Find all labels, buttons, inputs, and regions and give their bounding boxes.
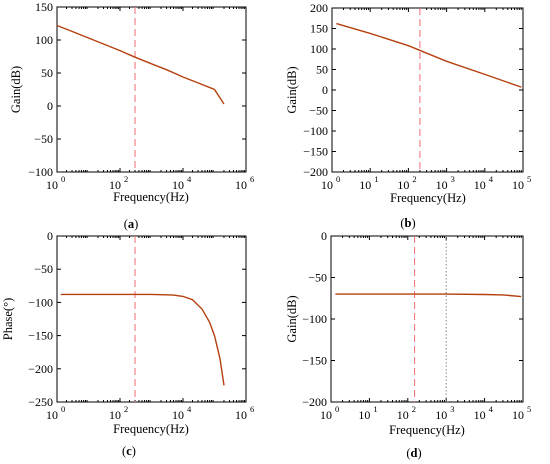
x-tick-exponent: 4	[489, 404, 494, 414]
y-tick-label: −250	[28, 395, 53, 409]
x-tick-exponent: 1	[374, 174, 378, 184]
y-tick-label: −150	[28, 329, 53, 343]
x-tick-exponent: 2	[124, 404, 128, 414]
y-tick-label: 0	[47, 229, 53, 243]
x-tick-label: 10	[436, 178, 448, 192]
x-tick-label: 10	[172, 408, 184, 422]
y-tick-label: 100	[310, 42, 328, 56]
x-tick-exponent: 0	[61, 174, 65, 184]
x-tick-label: 10	[109, 408, 121, 422]
subfigure-caption: (a)	[124, 217, 139, 231]
subfigure-caption: (b)	[400, 216, 415, 230]
x-tick-label: 10	[358, 408, 370, 422]
y-tick-label: 150	[310, 22, 328, 36]
plot-frame	[56, 6, 247, 173]
x-tick-exponent: 0	[61, 404, 65, 414]
y-tick-label: −150	[302, 354, 327, 368]
y-tick-label: −200	[303, 165, 328, 179]
x-tick-exponent: 1	[373, 404, 377, 414]
x-tick-exponent: 6	[250, 174, 254, 184]
x-tick-exponent: 6	[250, 404, 254, 414]
x-tick-exponent: 0	[336, 174, 340, 184]
x-tick-label: 10	[512, 178, 524, 192]
y-tick-label: 50	[316, 63, 328, 77]
y-tick-label: 150	[35, 0, 53, 14]
x-tick-label: 10	[320, 408, 332, 422]
y-axis-label: Gain(dB)	[9, 66, 23, 113]
x-tick-exponent: 3	[450, 404, 454, 414]
y-tick-label: 0	[321, 229, 327, 243]
plot-frame	[56, 235, 247, 403]
x-tick-label: 10	[474, 178, 486, 192]
y-tick-label: 100	[35, 33, 53, 47]
x-tick-label: 10	[235, 408, 247, 422]
series-line	[60, 293, 225, 386]
subfigure-caption: (d)	[406, 446, 421, 460]
x-tick-exponent: 3	[451, 174, 455, 184]
y-tick-label: −200	[28, 362, 53, 376]
y-tick-label: −50	[308, 271, 327, 285]
subfigure-caption: (c)	[122, 444, 136, 458]
y-tick-label: −150	[303, 145, 328, 159]
y-tick-label: −100	[28, 165, 53, 179]
x-tick-exponent: 2	[124, 174, 128, 184]
x-tick-label: 10	[397, 408, 409, 422]
y-tick-label: −100	[28, 295, 53, 309]
y-axis-label: Gain(dB)	[285, 295, 299, 342]
y-tick-label: −50	[34, 262, 53, 276]
x-tick-exponent: 5	[527, 404, 531, 414]
x-tick-label: 10	[46, 408, 58, 422]
x-tick-exponent: 4	[187, 174, 192, 184]
y-axis-label: Phase(°)	[1, 298, 15, 341]
y-tick-label: 200	[310, 1, 328, 15]
x-tick-label: 10	[512, 408, 524, 422]
y-axis-label: Gain(dB)	[285, 66, 299, 113]
series-line	[336, 22, 522, 88]
y-tick-label: −200	[302, 395, 327, 409]
y-tick-label: −50	[34, 132, 53, 146]
x-tick-label: 10	[474, 408, 486, 422]
plot-frame	[331, 7, 524, 173]
x-tick-exponent: 5	[527, 174, 531, 184]
y-tick-label: −100	[303, 124, 328, 138]
x-tick-label: 10	[359, 178, 371, 192]
x-axis-label: Frequency(Hz)	[113, 190, 189, 204]
x-tick-label: 10	[321, 178, 333, 192]
y-tick-label: −100	[302, 312, 327, 326]
x-tick-exponent: 4	[187, 404, 192, 414]
y-tick-label: 0	[322, 83, 328, 97]
y-tick-label: −50	[309, 104, 328, 118]
x-tick-exponent: 2	[412, 404, 416, 414]
x-tick-label: 10	[397, 178, 409, 192]
x-tick-label: 10	[235, 178, 247, 192]
x-tick-label: 10	[172, 178, 184, 192]
x-tick-exponent: 0	[335, 404, 339, 414]
x-tick-label: 10	[109, 178, 121, 192]
series-line	[56, 24, 225, 105]
x-tick-exponent: 4	[489, 174, 494, 184]
plot-frame	[330, 235, 524, 403]
x-tick-exponent: 2	[412, 174, 416, 184]
y-tick-label: 0	[47, 99, 53, 113]
x-axis-label: Frequency(Hz)	[390, 191, 466, 205]
x-tick-label: 10	[435, 408, 447, 422]
series-line	[335, 293, 522, 298]
x-tick-label: 10	[46, 178, 58, 192]
y-tick-label: 50	[41, 66, 53, 80]
x-axis-label: Frequency(Hz)	[389, 423, 465, 437]
x-axis-label: Frequency(Hz)	[113, 422, 189, 436]
